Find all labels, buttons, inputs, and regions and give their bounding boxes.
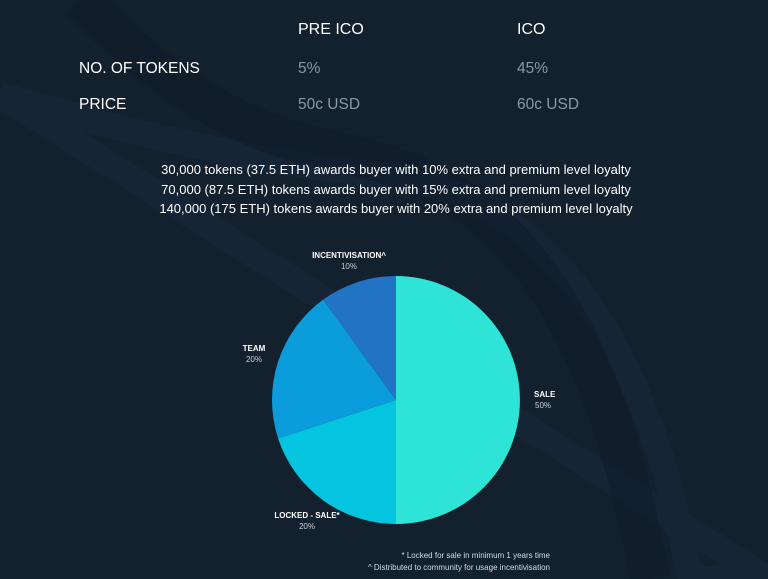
- pre-ico-tokens-value: 5%: [298, 60, 321, 77]
- pie-slice-team: [271, 299, 396, 439]
- footnotes: * Locked for sale in minimum 1 years tim…: [368, 550, 550, 574]
- slice-label-locked-sale: LOCKED - SALE*: [274, 511, 340, 520]
- slice-pct-locked-sale: 20%: [299, 522, 315, 531]
- pie-slice-sale: [396, 276, 520, 524]
- header-ico: ICO: [517, 21, 546, 38]
- pie-slice-locked-sale: [278, 400, 396, 524]
- slice-label-team: TEAM: [243, 344, 266, 353]
- footnote-locked: * Locked for sale in minimum 1 years tim…: [401, 551, 551, 560]
- pie-slice-incentivisation: [323, 276, 396, 400]
- pie-slices: [271, 276, 520, 524]
- ico-price-value: 60c USD: [517, 96, 580, 113]
- pre-ico-price-value: 50c USD: [298, 96, 361, 113]
- ico-tokens-value: 45%: [517, 60, 549, 77]
- slice-pct-sale: 50%: [535, 401, 551, 410]
- bonus-tiers: 30,000 tokens (37.5 ETH) awards buyer wi…: [0, 160, 768, 219]
- header-pre-ico: PRE ICO: [298, 21, 364, 38]
- bonus-tier-2: 70,000 (87.5 ETH) tokens awards buyer wi…: [161, 181, 631, 197]
- row-label-price: PRICE: [79, 96, 127, 113]
- slice-pct-team: 20%: [246, 355, 262, 364]
- footnote-incentivisation: ^ Distributed to community for usage inc…: [367, 563, 550, 572]
- slice-pct-incentivisation: 10%: [341, 262, 357, 271]
- row-label-tokens: NO. OF TOKENS: [79, 60, 200, 77]
- bonus-tier-1: 30,000 tokens (37.5 ETH) awards buyer wi…: [161, 162, 631, 177]
- bonus-tier-3: 140,000 (175 ETH) tokens awards buyer wi…: [159, 201, 633, 216]
- slice-label-sale: SALE: [534, 390, 556, 399]
- slice-label-incentivisation: INCENTIVISATION^: [312, 251, 386, 260]
